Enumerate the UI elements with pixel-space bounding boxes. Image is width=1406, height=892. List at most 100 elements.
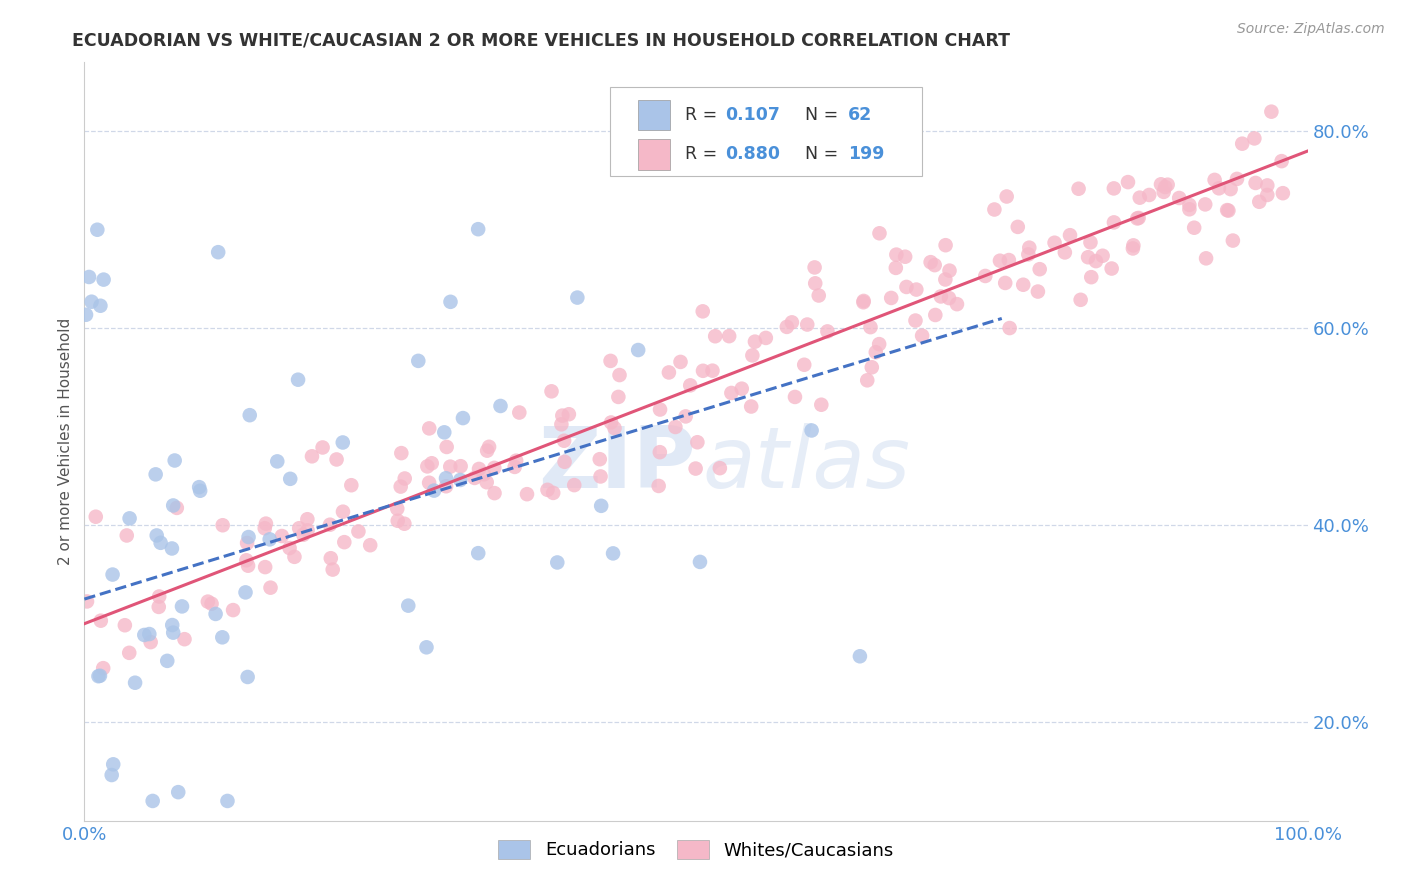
Point [776, 319, 799, 334]
Point [89, 669, 111, 683]
Point [464, 471, 486, 485]
Point [148, 590, 170, 604]
Point [1271, 186, 1294, 201]
Point [319, 517, 342, 532]
Point [1222, 234, 1244, 248]
Point [1091, 249, 1114, 263]
Point [994, 276, 1017, 290]
FancyBboxPatch shape [638, 100, 671, 130]
Point [434, 471, 457, 485]
FancyBboxPatch shape [638, 139, 671, 169]
Point [484, 461, 506, 475]
Point [744, 334, 766, 349]
Point [1126, 211, 1149, 226]
Point [311, 441, 333, 455]
Point [236, 670, 259, 684]
Point [1182, 220, 1205, 235]
Point [1156, 178, 1178, 192]
Point [658, 366, 681, 380]
Point [319, 551, 342, 566]
Point [998, 253, 1021, 268]
Point [869, 227, 891, 241]
Point [235, 553, 257, 567]
Point [938, 263, 960, 277]
Point [508, 405, 530, 419]
Point [204, 607, 226, 621]
Point [278, 472, 301, 486]
Point [1059, 228, 1081, 243]
Point [934, 272, 956, 286]
Point [935, 238, 957, 252]
Point [450, 459, 472, 474]
Point [139, 635, 162, 649]
Point [84, 509, 107, 524]
Point [389, 446, 412, 460]
Point [439, 459, 461, 474]
Point [692, 364, 714, 378]
Point [804, 277, 827, 291]
Point [920, 255, 942, 269]
Point [905, 283, 928, 297]
Y-axis label: 2 or more Vehicles in Household: 2 or more Vehicles in Household [58, 318, 73, 566]
Point [1122, 238, 1144, 252]
Point [849, 649, 872, 664]
Point [1137, 188, 1160, 202]
Point [475, 443, 498, 458]
Point [648, 445, 671, 459]
Point [333, 535, 356, 549]
Point [589, 452, 612, 467]
Point [692, 304, 714, 318]
Point [472, 467, 495, 482]
Point [484, 486, 506, 500]
Point [160, 541, 183, 556]
Point [418, 475, 440, 490]
Point [75, 308, 97, 322]
Point [259, 533, 281, 547]
Point [253, 521, 276, 535]
Text: 0.880: 0.880 [725, 145, 780, 163]
Point [211, 630, 233, 644]
Point [156, 654, 179, 668]
Point [664, 420, 686, 434]
Point [1168, 191, 1191, 205]
Point [1101, 261, 1123, 276]
Point [124, 675, 146, 690]
Point [1070, 293, 1092, 307]
Point [87, 669, 110, 683]
Point [292, 527, 315, 541]
Point [1102, 181, 1125, 195]
Point [420, 456, 443, 470]
Point [1216, 203, 1239, 218]
Point [647, 479, 669, 493]
Point [600, 416, 623, 430]
Point [394, 516, 416, 531]
Point [188, 480, 211, 494]
Point [322, 563, 344, 577]
Point [1260, 104, 1282, 119]
Point [103, 757, 125, 772]
Point [591, 499, 613, 513]
Point [239, 408, 262, 422]
Point [408, 354, 430, 368]
Point [998, 321, 1021, 335]
Point [301, 450, 323, 464]
Point [1080, 270, 1102, 285]
Point [924, 258, 946, 272]
Point [91, 661, 114, 675]
Text: 199: 199 [848, 145, 884, 163]
Point [741, 348, 763, 362]
Point [859, 320, 882, 334]
Point [394, 471, 416, 485]
Point [475, 475, 498, 490]
Point [114, 618, 136, 632]
Point [1153, 185, 1175, 199]
Point [505, 453, 527, 467]
Point [188, 483, 211, 498]
Point [558, 407, 581, 421]
Point [679, 378, 702, 392]
Legend: Ecuadorians, Whites/Caucasians: Ecuadorians, Whites/Caucasians [489, 831, 903, 869]
Point [467, 546, 489, 560]
Point [254, 516, 277, 531]
Point [880, 291, 903, 305]
Point [211, 518, 233, 533]
